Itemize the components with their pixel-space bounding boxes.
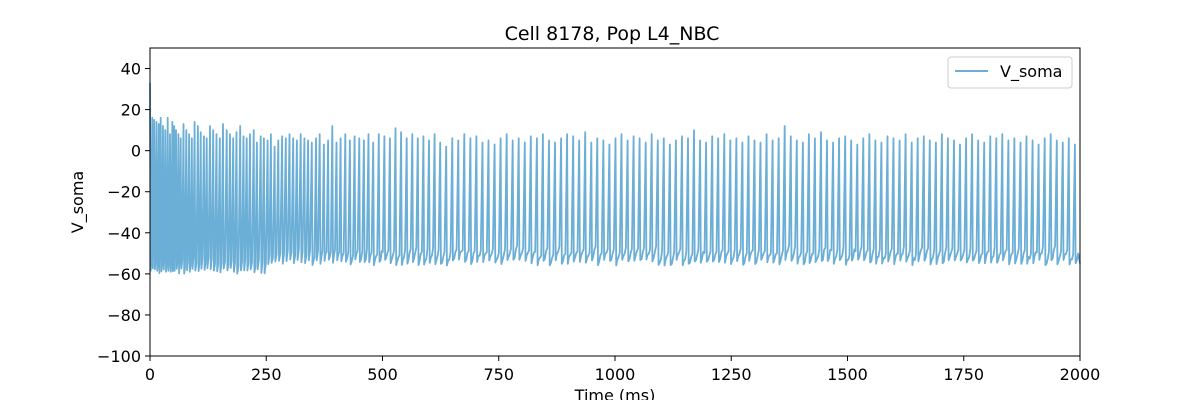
y-tick-label: −80: [107, 306, 141, 325]
y-tick-label: −20: [107, 183, 141, 202]
x-tick-label: 500: [367, 365, 398, 384]
legend: V_soma: [947, 56, 1073, 89]
x-tick-label: 2000: [1060, 365, 1101, 384]
y-tick-label: −100: [97, 347, 141, 366]
x-tick-label: 1000: [595, 365, 636, 384]
y-tick-label: −40: [107, 224, 141, 243]
x-tick-label: 1750: [943, 365, 984, 384]
series-line-v-soma: [149, 82, 1081, 275]
y-axis-label: V_soma: [68, 171, 88, 233]
y-tick-label: 40: [121, 60, 141, 79]
y-axis-ticks: −100 −80 −60 −40 −20 0 20 40: [97, 60, 150, 366]
x-tick-label: 1500: [827, 365, 868, 384]
chart-title: Cell 8178, Pop L4_NBC: [505, 23, 720, 45]
y-tick-label: 20: [121, 101, 141, 120]
y-tick-label: 0: [131, 142, 141, 161]
x-axis-ticks: 0 250 500 750 1000 1250 1500 1750 2000: [145, 356, 1100, 384]
x-tick-label: 1250: [711, 365, 752, 384]
x-tick-label: 750: [483, 365, 514, 384]
legend-box: [947, 56, 1073, 89]
legend-label: V_soma: [1000, 62, 1062, 82]
x-tick-label: 250: [251, 365, 282, 384]
x-tick-label: 0: [145, 365, 155, 384]
trace-layer: [149, 82, 1081, 275]
x-axis-label: Time (ms): [574, 386, 656, 400]
y-tick-label: −60: [107, 265, 141, 284]
